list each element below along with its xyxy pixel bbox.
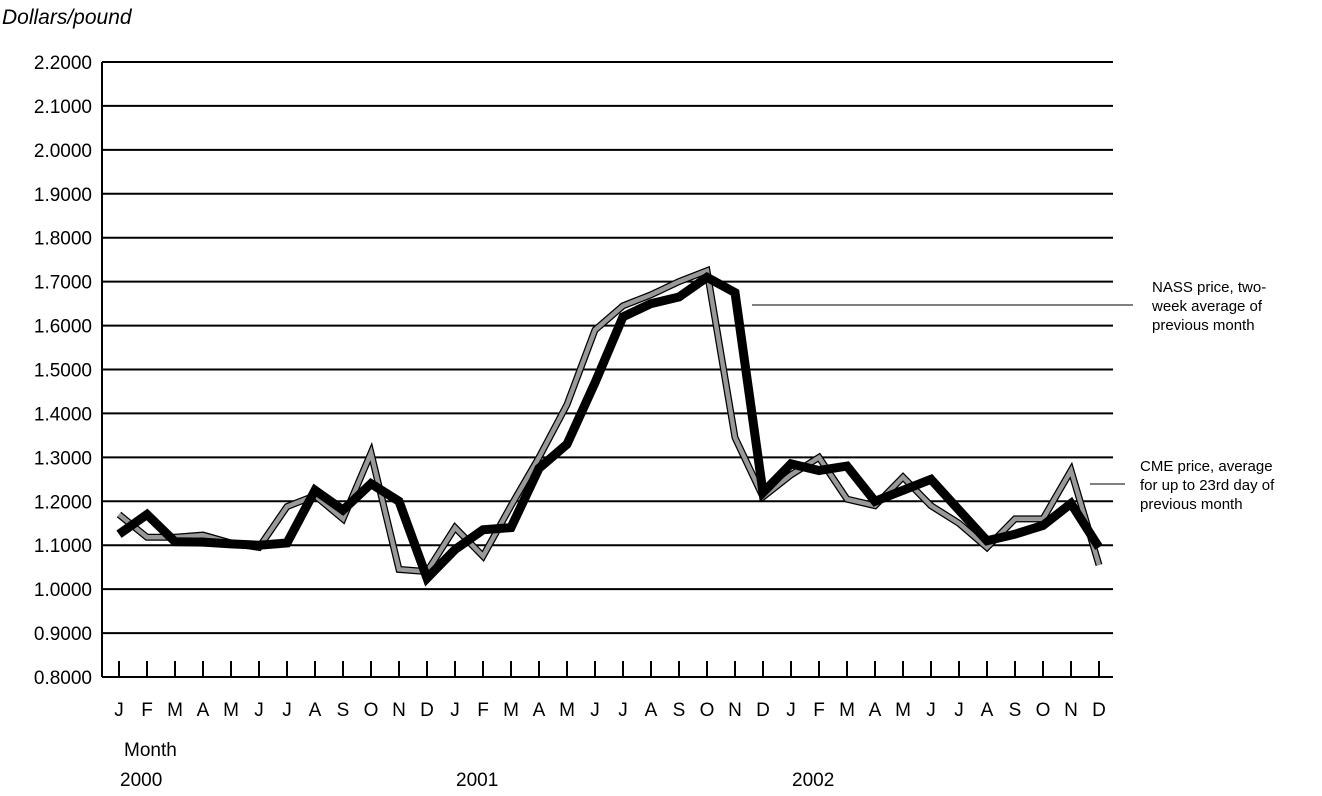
y-tick-label: 2.0000 [34,141,92,162]
y-tick-label: 1.0000 [34,580,92,601]
y-tick-label: 2.2000 [34,53,92,74]
x-tick-label: N [392,700,406,721]
cme-annotation-line: CME price, average [1140,458,1273,475]
x-tick-label: M [503,700,519,721]
year-label: 2002 [792,770,834,791]
x-tick-label: J [450,700,460,721]
year-label: 2001 [456,770,498,791]
y-tick-label: 1.7000 [34,273,92,294]
x-tick-label: J [618,700,628,721]
x-tick-label: A [197,700,210,721]
x-tick-label: O [700,700,715,721]
y-tick-label: 1.4000 [34,404,92,425]
x-tick-label: J [954,700,964,721]
x-tick-label: F [141,700,153,721]
x-tick-label: O [364,700,379,721]
x-tick-label: M [839,700,855,721]
y-tick-label: 2.1000 [34,97,92,118]
y-tick-label: 1.9000 [34,185,92,206]
nass-annotation-line: NASS price, two- [1152,279,1266,296]
x-tick-label: M [223,700,239,721]
x-tick-label: A [869,700,882,721]
y-tick-label: 1.1000 [34,536,92,557]
x-tick-label: A [645,700,658,721]
x-tick-label: M [895,700,911,721]
cme-annotation-line: for up to 23rd day of [1140,477,1275,494]
x-tick-label: D [1092,700,1106,721]
x-tick-label: N [1064,700,1078,721]
year-label: 2000 [120,770,162,791]
y-tick-label: 1.8000 [34,229,92,250]
x-tick-label: J [590,700,600,721]
x-tick-label: S [337,700,350,721]
x-tick-label: D [756,700,770,721]
y-tick-label: 1.2000 [34,492,92,513]
y-tick-label: 0.9000 [34,624,92,645]
x-tick-label: J [282,700,292,721]
x-tick-label: O [1036,700,1051,721]
x-tick-label: N [728,700,742,721]
x-tick-label: S [1009,700,1022,721]
x-tick-label: M [559,700,575,721]
x-tick-label: J [926,700,936,721]
y-tick-label: 0.8000 [34,668,92,689]
nass-annotation-line: week average of [1151,298,1263,315]
x-tick-label: J [254,700,264,721]
y-tick-label: 1.3000 [34,448,92,469]
x-tick-label: J [786,700,796,721]
x-tick-label: F [477,700,489,721]
series-line-cme [119,271,1099,572]
x-axis-label: Month [124,740,177,761]
x-tick-label: J [114,700,124,721]
x-tick-label: A [981,700,994,721]
y-axis-label: Dollars/pound [2,6,133,29]
x-tick-label: A [533,700,546,721]
y-tick-label: 1.6000 [34,317,92,338]
year-labels: 2000 2001 2002 [120,770,834,791]
series-lines [119,271,1099,579]
cme-annotation-line: previous month [1140,496,1243,513]
x-tick-label: S [673,700,686,721]
x-tick-label: F [813,700,825,721]
nass-annotation-line: previous month [1152,317,1255,334]
x-tick-label: D [420,700,434,721]
y-tick-label: 1.5000 [34,361,92,382]
x-tick-label: M [167,700,183,721]
y-tick-labels: 0.8000 0.9000 1.0000 1.1000 1.2000 1.3000 1.40… [34,53,92,689]
x-tick-label: A [309,700,322,721]
